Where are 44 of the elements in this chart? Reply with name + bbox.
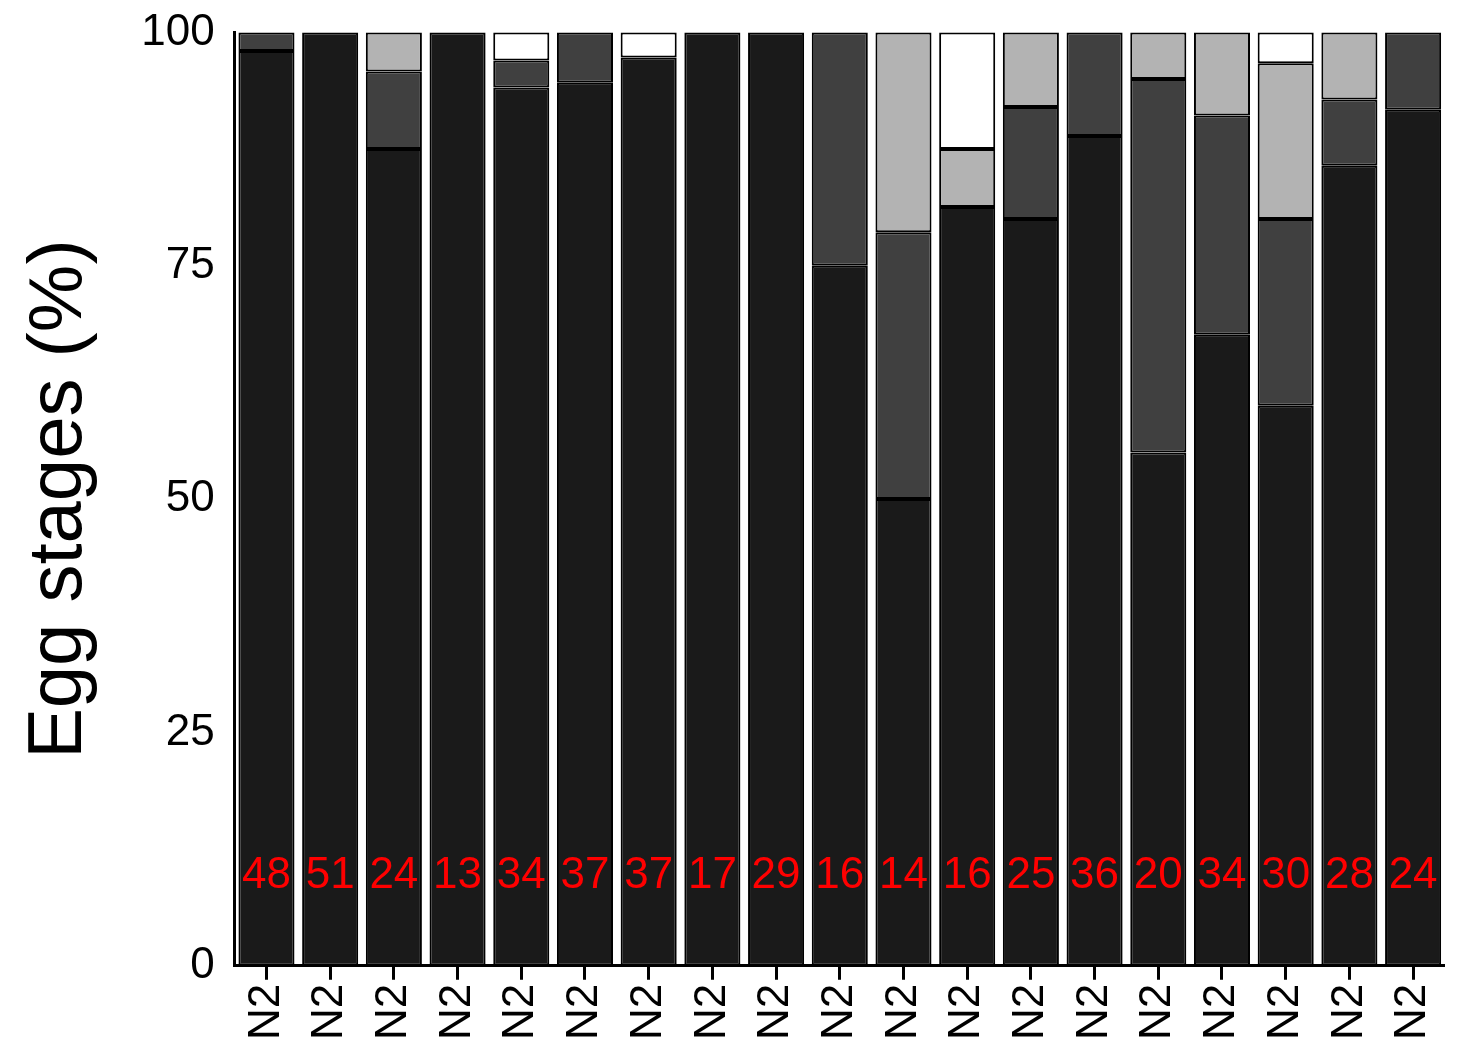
x-tick-label: N2 <box>1194 983 1244 1040</box>
annotation: 30 <box>1261 847 1311 897</box>
annotation: 36 <box>1070 847 1120 897</box>
annotation: 37 <box>624 847 674 897</box>
annotation: 48 <box>241 847 291 897</box>
annotation: 13 <box>433 847 483 897</box>
x-tick-label: N2 <box>1257 983 1307 1040</box>
annotation: 24 <box>1388 847 1438 897</box>
annotation: 20 <box>1133 847 1183 897</box>
y-axis-title: Egg stages (%) <box>11 239 97 759</box>
x-tick-label: N2 <box>1003 983 1053 1040</box>
x-tick-label: N2 <box>557 983 607 1040</box>
x-tick-label: N2 <box>493 983 543 1040</box>
x-tick-label: N2 <box>811 983 861 1040</box>
annotation: 25 <box>1006 847 1056 897</box>
y-tick-label: 75 <box>165 237 215 287</box>
annotation: 14 <box>879 847 928 897</box>
annotation: 29 <box>751 847 801 897</box>
x-tick-label: N2 <box>1066 983 1116 1040</box>
x-tick-label: N2 <box>302 983 352 1040</box>
x-tick-label: N2 <box>684 983 734 1040</box>
y-tick-label: 0 <box>190 937 215 987</box>
y-tick-label: 25 <box>165 704 215 754</box>
annotation: 28 <box>1324 847 1374 897</box>
x-tick-label: N2 <box>366 983 416 1040</box>
x-tick-label: N2 <box>748 983 798 1040</box>
annotation: 37 <box>560 847 610 897</box>
x-tick-label: N2 <box>1385 983 1435 1040</box>
x-tick-label: N2 <box>620 983 670 1040</box>
x-tick-label: N2 <box>238 983 288 1040</box>
annotation: 16 <box>815 847 865 897</box>
annotation: 16 <box>942 847 992 897</box>
x-tick-label: N2 <box>875 983 925 1040</box>
annotation: 51 <box>305 847 355 897</box>
annotation: 34 <box>1197 847 1247 897</box>
x-tick-label: N2 <box>939 983 989 1040</box>
y-tick-label: 100 <box>141 4 215 54</box>
annotation: 17 <box>687 847 737 897</box>
annotation: 24 <box>369 847 419 897</box>
x-tick-label: N2 <box>429 983 479 1040</box>
x-tick-label: N2 <box>1321 983 1371 1040</box>
x-tick-label: N2 <box>1130 983 1180 1040</box>
annotation: 34 <box>496 847 546 897</box>
y-tick-label: 50 <box>165 471 215 521</box>
